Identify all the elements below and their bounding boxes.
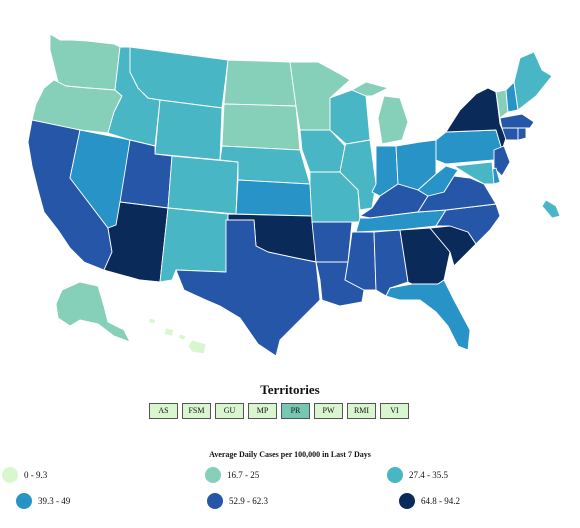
state-sd[interactable] [221,103,301,151]
state-wy[interactable] [154,99,223,161]
territory-button-as[interactable]: AS [149,403,178,419]
territory-button-pr[interactable]: PR [281,403,310,419]
state-mi[interactable] [351,81,409,145]
state-pa[interactable] [435,129,503,165]
state-nd[interactable] [223,59,297,107]
state-wa[interactable] [49,33,121,91]
legend-label: 64.8 - 94.2 [421,496,460,506]
state-ma[interactable] [499,113,535,129]
legend-item: 0 - 9.3 [2,467,47,483]
state-ar[interactable] [311,221,353,263]
state-wv[interactable] [417,165,459,197]
legend-label: 16.7 - 25 [227,470,260,480]
territory-button-gu[interactable]: GU [215,403,244,419]
state-ks[interactable] [235,179,313,217]
legend-item: 64.8 - 94.2 [399,493,460,509]
state-md[interactable] [453,161,495,185]
territory-button-pw[interactable]: PW [314,403,343,419]
legend-swatch [2,467,18,483]
legend-label: 52.9 - 62.3 [229,496,268,506]
territory-button-vi[interactable]: VI [380,403,409,419]
legend-item: 16.7 - 25 [205,467,259,483]
legend-label: 0 - 9.3 [24,470,48,480]
territory-button-mp[interactable]: MP [248,403,277,419]
state-me[interactable] [513,51,553,111]
legend-swatch [399,493,415,509]
territory-button-rmi[interactable]: RMI [347,403,376,419]
legend-item: 27.4 - 35.5 [387,467,448,483]
us-choropleth-map [27,33,561,357]
state-nj[interactable] [493,145,511,177]
legend-item: 39.3 - 49 [16,493,70,509]
legend-swatch [387,467,403,483]
territory-button-fsm[interactable]: FSM [182,403,211,419]
state-fl[interactable] [385,279,471,351]
state-ri[interactable] [517,127,527,141]
state-ak[interactable] [55,281,131,343]
state-hi[interactable] [147,317,207,355]
legend-swatch [207,493,223,509]
legend-title: Average Daily Cases per 100,000 in Last … [209,450,371,459]
state-pr[interactable] [541,199,561,219]
legend-label: 27.4 - 35.5 [409,470,448,480]
legend-item: 52.9 - 62.3 [207,493,268,509]
state-tx[interactable] [175,219,321,357]
legend-swatch [205,467,221,483]
state-il[interactable] [339,139,377,211]
legend-label: 39.3 - 49 [38,496,71,506]
territories-title: Territories [260,382,320,397]
us-map-svg [27,33,561,357]
legend-swatch [16,493,32,509]
state-ny[interactable] [445,87,507,151]
state-co[interactable] [167,155,239,215]
territory-button-row: AS FSM GU MP PR PW RMI VI [149,403,435,419]
